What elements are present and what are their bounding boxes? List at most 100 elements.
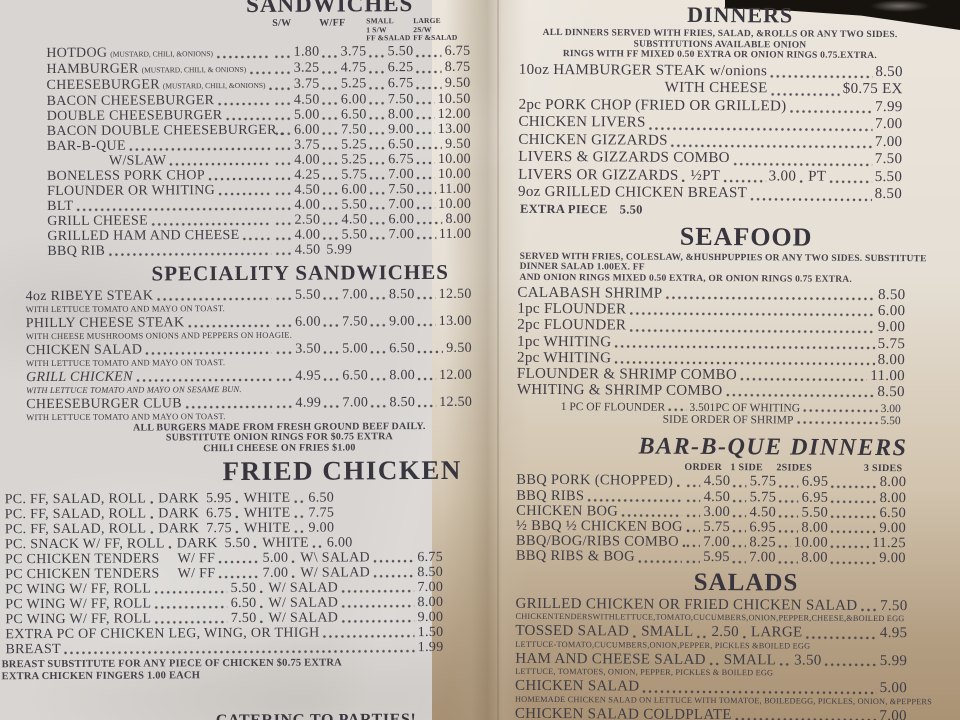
item-name: CHICKEN SALAD bbox=[515, 677, 640, 695]
item-name: CHICKEN SALAD bbox=[25, 342, 143, 358]
price-large: 6.75 bbox=[413, 43, 471, 59]
price-1side: 7.00 bbox=[730, 550, 776, 566]
pint-price: 5.50 bbox=[826, 168, 903, 186]
salad-price: 6.75 bbox=[370, 550, 443, 565]
menu-row: BBQ RIBS & BOG 5.95 7.00 8.00 9.00 bbox=[516, 548, 926, 567]
item-description: HOMEMADE CHICKEN SALAD ON LETTUCE WITH T… bbox=[514, 694, 933, 706]
side-order: 1 PC OF FLOUNDER 3.50 bbox=[561, 401, 710, 414]
menu-row: CHICKEN SALAD 3.50 5.00 6.50 9.50 bbox=[26, 340, 472, 357]
menu-row: TOSSED SALAD SMALL 2.50 LARGE 4.95 bbox=[515, 623, 907, 642]
item-description: WITH LETTUCE TOMATO AND MAYO ON TOAST. bbox=[26, 410, 226, 422]
item-name: 4oz RIBEYE STEAK bbox=[25, 287, 154, 304]
note-line: CHILI CHEESE ON FRIES $1.00 bbox=[203, 441, 356, 454]
menu-row: 4oz RIBEYE STEAK 5.50 7.00 8.50 12.50 bbox=[26, 286, 472, 303]
price-with-ff: 7.00 bbox=[215, 566, 289, 581]
item-price: 7.50 bbox=[730, 150, 903, 169]
white-price: 6.00 bbox=[309, 535, 353, 550]
item-name: 2pc WHITING bbox=[517, 349, 612, 367]
menu-row: CHICKEN SALAD 5.00 bbox=[515, 677, 907, 697]
price-large: 11.00 bbox=[414, 226, 472, 241]
item-name: LIVERS OR GIZZARDS bbox=[518, 166, 679, 184]
price-large: 10.00 bbox=[414, 151, 471, 166]
dark-price: 7.75 bbox=[206, 521, 232, 537]
seafood-side-orders: 1 PC OF FLOUNDER 3.50 1PC OF WHITING 3.00 bbox=[517, 398, 927, 416]
menu-row: BREAST 1.99 bbox=[5, 640, 443, 657]
white-label: WHITE bbox=[250, 536, 309, 551]
price-order: 3.00 bbox=[684, 504, 730, 520]
item-sublabel: W/ FF bbox=[177, 566, 216, 582]
bbq-table: BBQ PORK (CHOPPED) 4.50 5.75 6.95 8.00 B… bbox=[516, 472, 927, 567]
menu-row: CHEESEBURGER CLUB 4.99 7.00 8.50 12.50 bbox=[26, 394, 472, 411]
fried-chicken-table: PC. FF, SALAD, ROLL DARK 5.95 WHITE 6.50 PC.… bbox=[1, 489, 480, 658]
item-name-cell: BBQ RIB bbox=[47, 242, 273, 258]
price-large: 13.00 bbox=[415, 313, 472, 328]
section-title-speciality-sandwiches: SPECIALITY SANDWICHES bbox=[151, 259, 449, 285]
item-name-cell: GRILLED HAM AND CHEESE bbox=[47, 227, 273, 243]
price-wff: 5.50 bbox=[320, 227, 368, 242]
side-label: 1PC OF WHITING bbox=[709, 402, 801, 415]
price-wff: 4.75 bbox=[319, 60, 367, 76]
item-name: LIVERS & GIZZARDS COMBO bbox=[518, 148, 730, 167]
price-small: 6.75 bbox=[366, 76, 414, 92]
price-sw: 4.25 bbox=[273, 167, 320, 182]
price-small: 8.00 bbox=[368, 368, 415, 383]
price-with-ff: 5.50 bbox=[151, 581, 257, 597]
item-price: 1.99 bbox=[61, 640, 444, 657]
item-price: 7.00 bbox=[732, 708, 907, 720]
col-header-sw: S/W bbox=[272, 17, 292, 29]
side-price: 3.00 bbox=[800, 403, 901, 415]
price-small: 8.00 bbox=[367, 107, 414, 122]
price-small: 7.00 bbox=[367, 167, 414, 182]
small-price: 3.50 bbox=[776, 652, 822, 669]
dark-label: DARK bbox=[165, 536, 218, 551]
item-name: PC. FF, SALAD, ROLL bbox=[4, 491, 147, 508]
price-wff: 5.25 bbox=[320, 152, 367, 167]
section-title-sandwiches: SANDWICHES bbox=[246, 0, 414, 17]
seafood-table: CALABASH SHRIMP 8.50 1pc FLOUNDER 6.00 2pc… bbox=[517, 285, 928, 401]
side-label: SIDE ORDER OF SHRIMP bbox=[662, 414, 794, 427]
price-large: 12.00 bbox=[414, 106, 471, 121]
note-line: EXTRA CHICKEN FINGERS 1.00 EACH bbox=[1, 670, 201, 683]
price-1side: 8.25 bbox=[730, 534, 776, 550]
side-price: 3.50 bbox=[665, 402, 709, 414]
price-2sides: 8.00 bbox=[776, 550, 828, 567]
item-name: CALABASH SHRIMP bbox=[517, 284, 663, 302]
item-name: CHICKEN GIZZARDS bbox=[518, 131, 668, 149]
price-sw: 4.00 bbox=[273, 227, 321, 242]
item-name: EXTRA PC OF CHICKEN LEG, WING, OR THIGH bbox=[5, 625, 320, 643]
item-name: GRILL CHEESE bbox=[47, 212, 148, 229]
item-condiments: (MUSTARD, CHILI, & ONIONS) bbox=[141, 64, 247, 75]
dark-price: 5.50 bbox=[224, 535, 251, 552]
price-large: 12.50 bbox=[415, 394, 472, 409]
price-sw: 3.50 bbox=[274, 341, 321, 356]
price-1side: 5.75 bbox=[730, 474, 777, 490]
price-large: 10.50 bbox=[414, 91, 471, 106]
price-sw: 3.75 bbox=[272, 76, 320, 92]
item-name: BLT bbox=[47, 198, 74, 214]
salad-label: W/ SALAD bbox=[256, 580, 338, 595]
section-title-dinners: DINNERS bbox=[687, 1, 794, 28]
price-3sides: 8.00 bbox=[828, 474, 907, 491]
item-name: GRILL CHICKEN bbox=[26, 369, 133, 385]
empty-cell bbox=[46, 18, 272, 45]
price-small: 9.00 bbox=[367, 122, 414, 137]
price-3sides: 11.25 bbox=[828, 535, 906, 552]
dark-label: DARK bbox=[146, 491, 199, 506]
item-name: BBQ RIBS bbox=[516, 487, 585, 504]
item-price: 7.00 bbox=[668, 132, 903, 151]
price-wff: 7.00 bbox=[321, 287, 368, 302]
price-sw: 4.99 bbox=[274, 395, 321, 410]
item-price: 8.50 bbox=[662, 286, 906, 304]
dark-price: 6.75 bbox=[206, 506, 232, 522]
price-sw: 3.75 bbox=[273, 137, 320, 152]
item-name-cell: BONELESS PORK CHOP bbox=[47, 167, 273, 184]
dinners-note: ALL DINNERS SERVED WITH FRIES, SALAD, &R… bbox=[519, 28, 921, 62]
fried-chicken-notes: BREAST SUBSTITUTE FOR ANY PIECE OF CHICK… bbox=[2, 657, 480, 684]
item-name: 2pc PORK CHOP (FRIED OR GRILLED) bbox=[518, 96, 787, 114]
item-price: 7.00 bbox=[646, 115, 903, 134]
white-price: 7.75 bbox=[290, 506, 334, 521]
item-name-cell: BACON CHEESEBURGER bbox=[47, 92, 273, 109]
price-sw: 6.00 bbox=[273, 122, 320, 137]
item-description: WITH CHEESE MUSHROOMS ONIONS AND PEPPERS… bbox=[25, 329, 293, 341]
small-label: SMALL bbox=[629, 624, 693, 641]
